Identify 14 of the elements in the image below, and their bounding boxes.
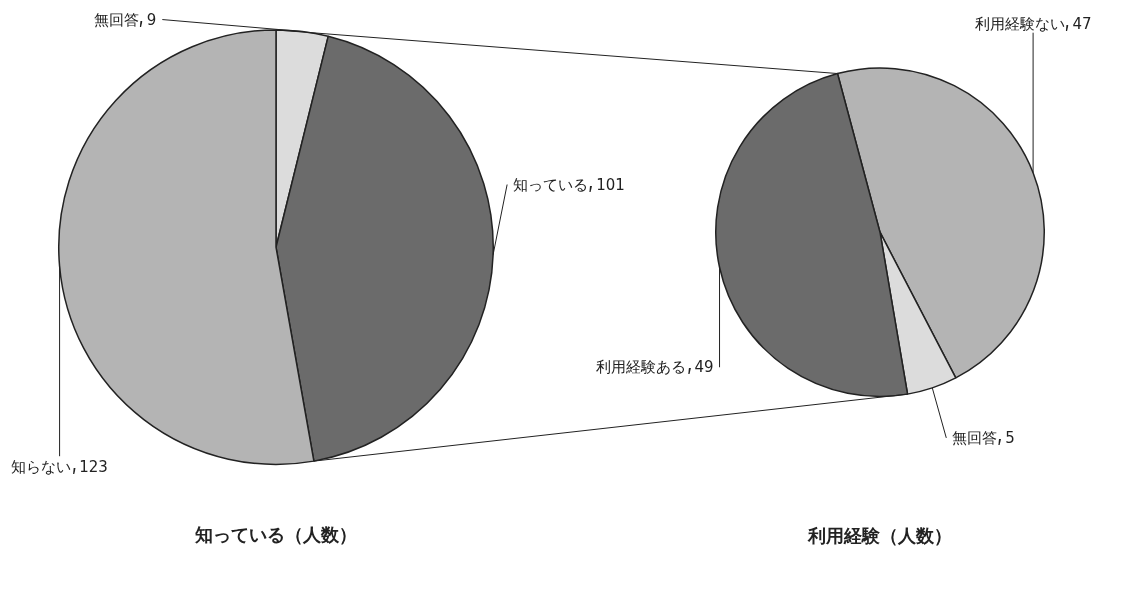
slice-label: 利用経験ない — [974, 14, 1065, 33]
data-label: 101 — [596, 175, 625, 194]
data-label: 9 — [146, 10, 157, 29]
text: 利用経験（人数） — [807, 524, 952, 546]
slice-label: 知らない — [11, 458, 72, 477]
data-label: 5 — [1005, 428, 1015, 447]
text: 知っている（人数） — [194, 523, 357, 545]
slice-label: 利用経験ある — [596, 358, 687, 377]
slice-label: 知っている — [513, 175, 589, 194]
slice-label: 無回答 — [93, 10, 139, 29]
data-label: 47 — [1072, 14, 1092, 33]
data-label: 123 — [79, 458, 108, 477]
slice-label: 無回答 — [952, 428, 998, 447]
data-label: 49 — [694, 358, 714, 377]
